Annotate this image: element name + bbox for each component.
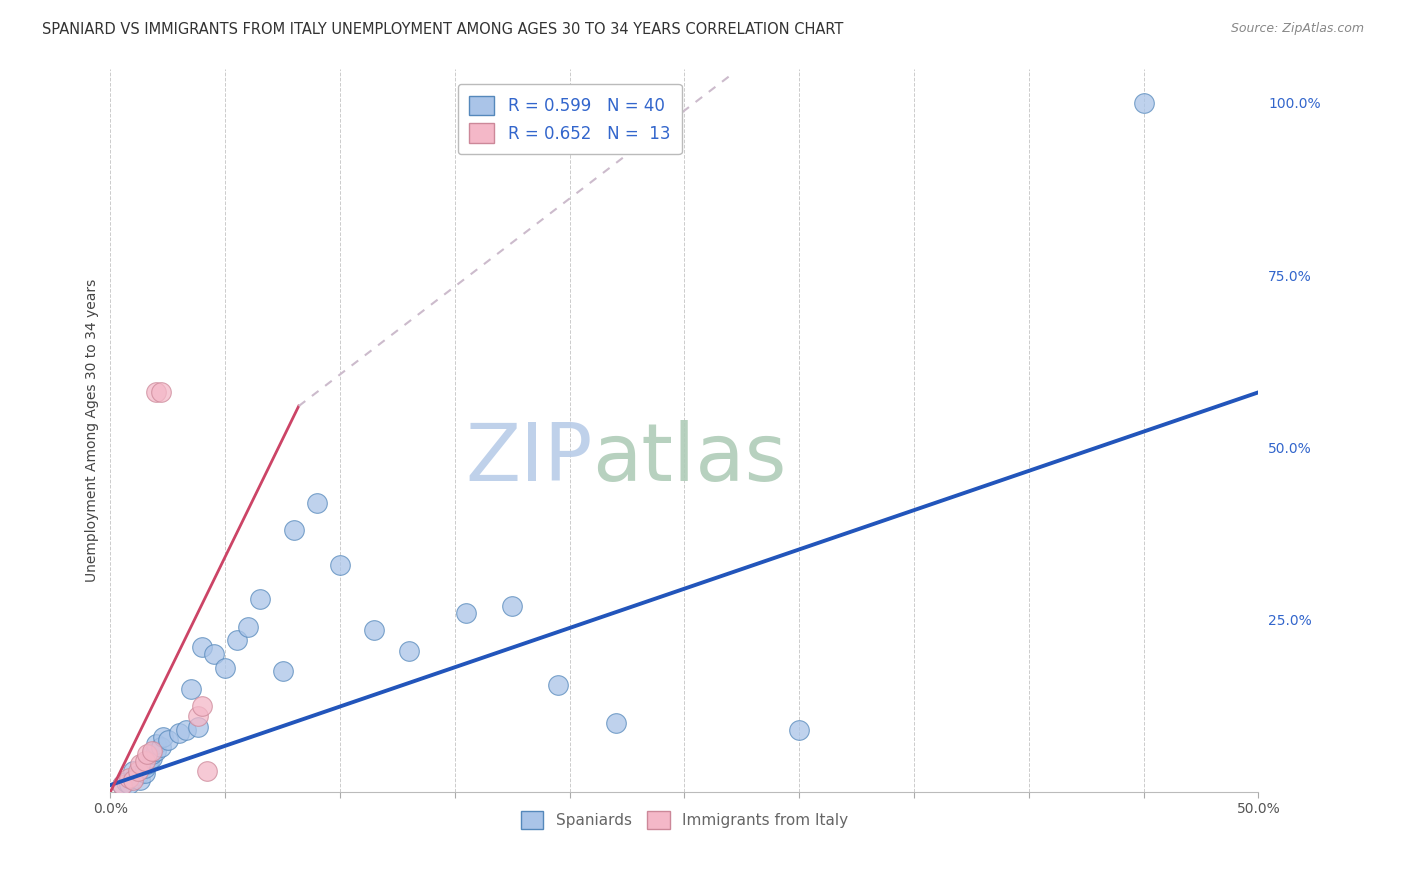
Point: [271, 665, 294, 679]
Point: [398, 644, 420, 658]
Point: [118, 771, 141, 785]
Point: [129, 757, 152, 772]
Point: [238, 619, 260, 633]
Point: [1132, 95, 1154, 110]
Point: [214, 661, 236, 675]
Point: [191, 698, 214, 713]
Point: [149, 385, 172, 400]
Point: [191, 640, 214, 655]
Point: [118, 777, 141, 791]
Point: [149, 740, 172, 755]
Point: [187, 719, 209, 733]
Point: [547, 678, 569, 692]
Point: [145, 385, 167, 400]
Point: [169, 726, 191, 740]
Text: atlas: atlas: [592, 420, 787, 498]
Point: [122, 771, 145, 785]
Point: [152, 730, 174, 744]
Point: [111, 778, 134, 792]
Point: [127, 764, 149, 779]
Point: [136, 757, 159, 772]
Point: [501, 599, 523, 613]
Point: [329, 558, 352, 572]
Text: SPANIARD VS IMMIGRANTS FROM ITALY UNEMPLOYMENT AMONG AGES 30 TO 34 YEARS CORRELA: SPANIARD VS IMMIGRANTS FROM ITALY UNEMPL…: [42, 22, 844, 37]
Text: Source: ZipAtlas.com: Source: ZipAtlas.com: [1230, 22, 1364, 36]
Point: [202, 647, 225, 661]
Point: [225, 633, 247, 648]
Point: [136, 747, 159, 761]
Point: [195, 764, 218, 779]
Point: [283, 523, 305, 537]
Point: [129, 772, 152, 787]
Point: [122, 772, 145, 787]
Point: [134, 761, 156, 775]
Point: [174, 723, 197, 737]
Point: [145, 744, 167, 758]
Point: [115, 774, 138, 789]
Point: [156, 733, 179, 747]
Point: [127, 768, 149, 782]
Point: [141, 747, 163, 761]
Point: [134, 754, 156, 768]
Point: [111, 778, 134, 792]
Point: [787, 723, 810, 737]
Point: [122, 764, 145, 779]
Point: [138, 754, 160, 768]
Point: [145, 737, 167, 751]
Point: [141, 744, 163, 758]
Text: ZIP: ZIP: [465, 420, 592, 498]
Point: [134, 765, 156, 780]
Point: [180, 681, 202, 696]
Legend: Spaniards, Immigrants from Italy: Spaniards, Immigrants from Italy: [515, 805, 855, 835]
Y-axis label: Unemployment Among Ages 30 to 34 years: Unemployment Among Ages 30 to 34 years: [86, 278, 100, 582]
Point: [605, 716, 627, 731]
Point: [187, 709, 209, 723]
Point: [363, 623, 385, 637]
Point: [249, 592, 271, 607]
Point: [456, 606, 478, 620]
Point: [141, 750, 163, 764]
Point: [305, 495, 328, 509]
